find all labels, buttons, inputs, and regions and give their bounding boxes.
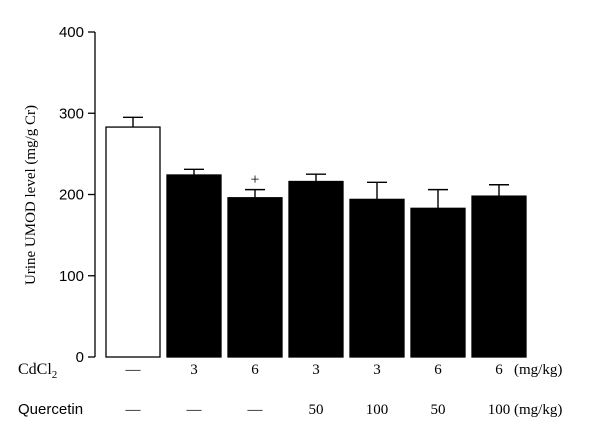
significance-marker: + [250, 172, 259, 189]
row-value: — [247, 402, 264, 418]
axes: 0 100 200 300 400 Urine UMOD level (mg/g Cr) [23, 24, 96, 366]
y-tick-label: 100 [59, 268, 84, 285]
bar [471, 195, 527, 358]
row-label-subscript: 2 [52, 369, 58, 381]
row-value: 6 [434, 362, 442, 378]
row-value: 3 [312, 362, 320, 378]
y-tick-label: 300 [59, 105, 84, 122]
y-tick-label: 400 [59, 24, 84, 41]
bar [105, 126, 161, 358]
row-value: 6 [251, 362, 259, 378]
row-value: 6 [495, 362, 503, 378]
row-value: — [125, 362, 142, 378]
row-value: 100 [488, 402, 511, 418]
row-unit: (mg/kg) [514, 362, 562, 378]
y-tick-label: 200 [59, 187, 84, 204]
bars: + [105, 116, 527, 358]
row-value: 3 [190, 362, 198, 378]
group-rows: CdCl2 — 3 6 3 3 6 6 (mg/kg) Quercetin — — — 50 100 50 10… [18, 361, 562, 418]
bar [227, 197, 283, 358]
row-value: 100 [366, 402, 389, 418]
row-value: 50 [309, 402, 324, 418]
row-label-base: CdCl [18, 361, 52, 378]
row-label: Quercetin [18, 401, 83, 418]
row-value: — [186, 402, 203, 418]
bar [166, 174, 222, 358]
row-unit: (mg/kg) [514, 402, 562, 418]
bar [288, 180, 344, 358]
y-tick-label: 0 [76, 349, 84, 366]
row-value: 50 [431, 402, 446, 418]
row-value: 3 [373, 362, 381, 378]
row-value: — [125, 402, 142, 418]
row-label: CdCl2 [18, 361, 57, 381]
bar [410, 207, 466, 358]
bar [349, 198, 405, 358]
y-axis-title: Urine UMOD level (mg/g Cr) [23, 105, 39, 285]
